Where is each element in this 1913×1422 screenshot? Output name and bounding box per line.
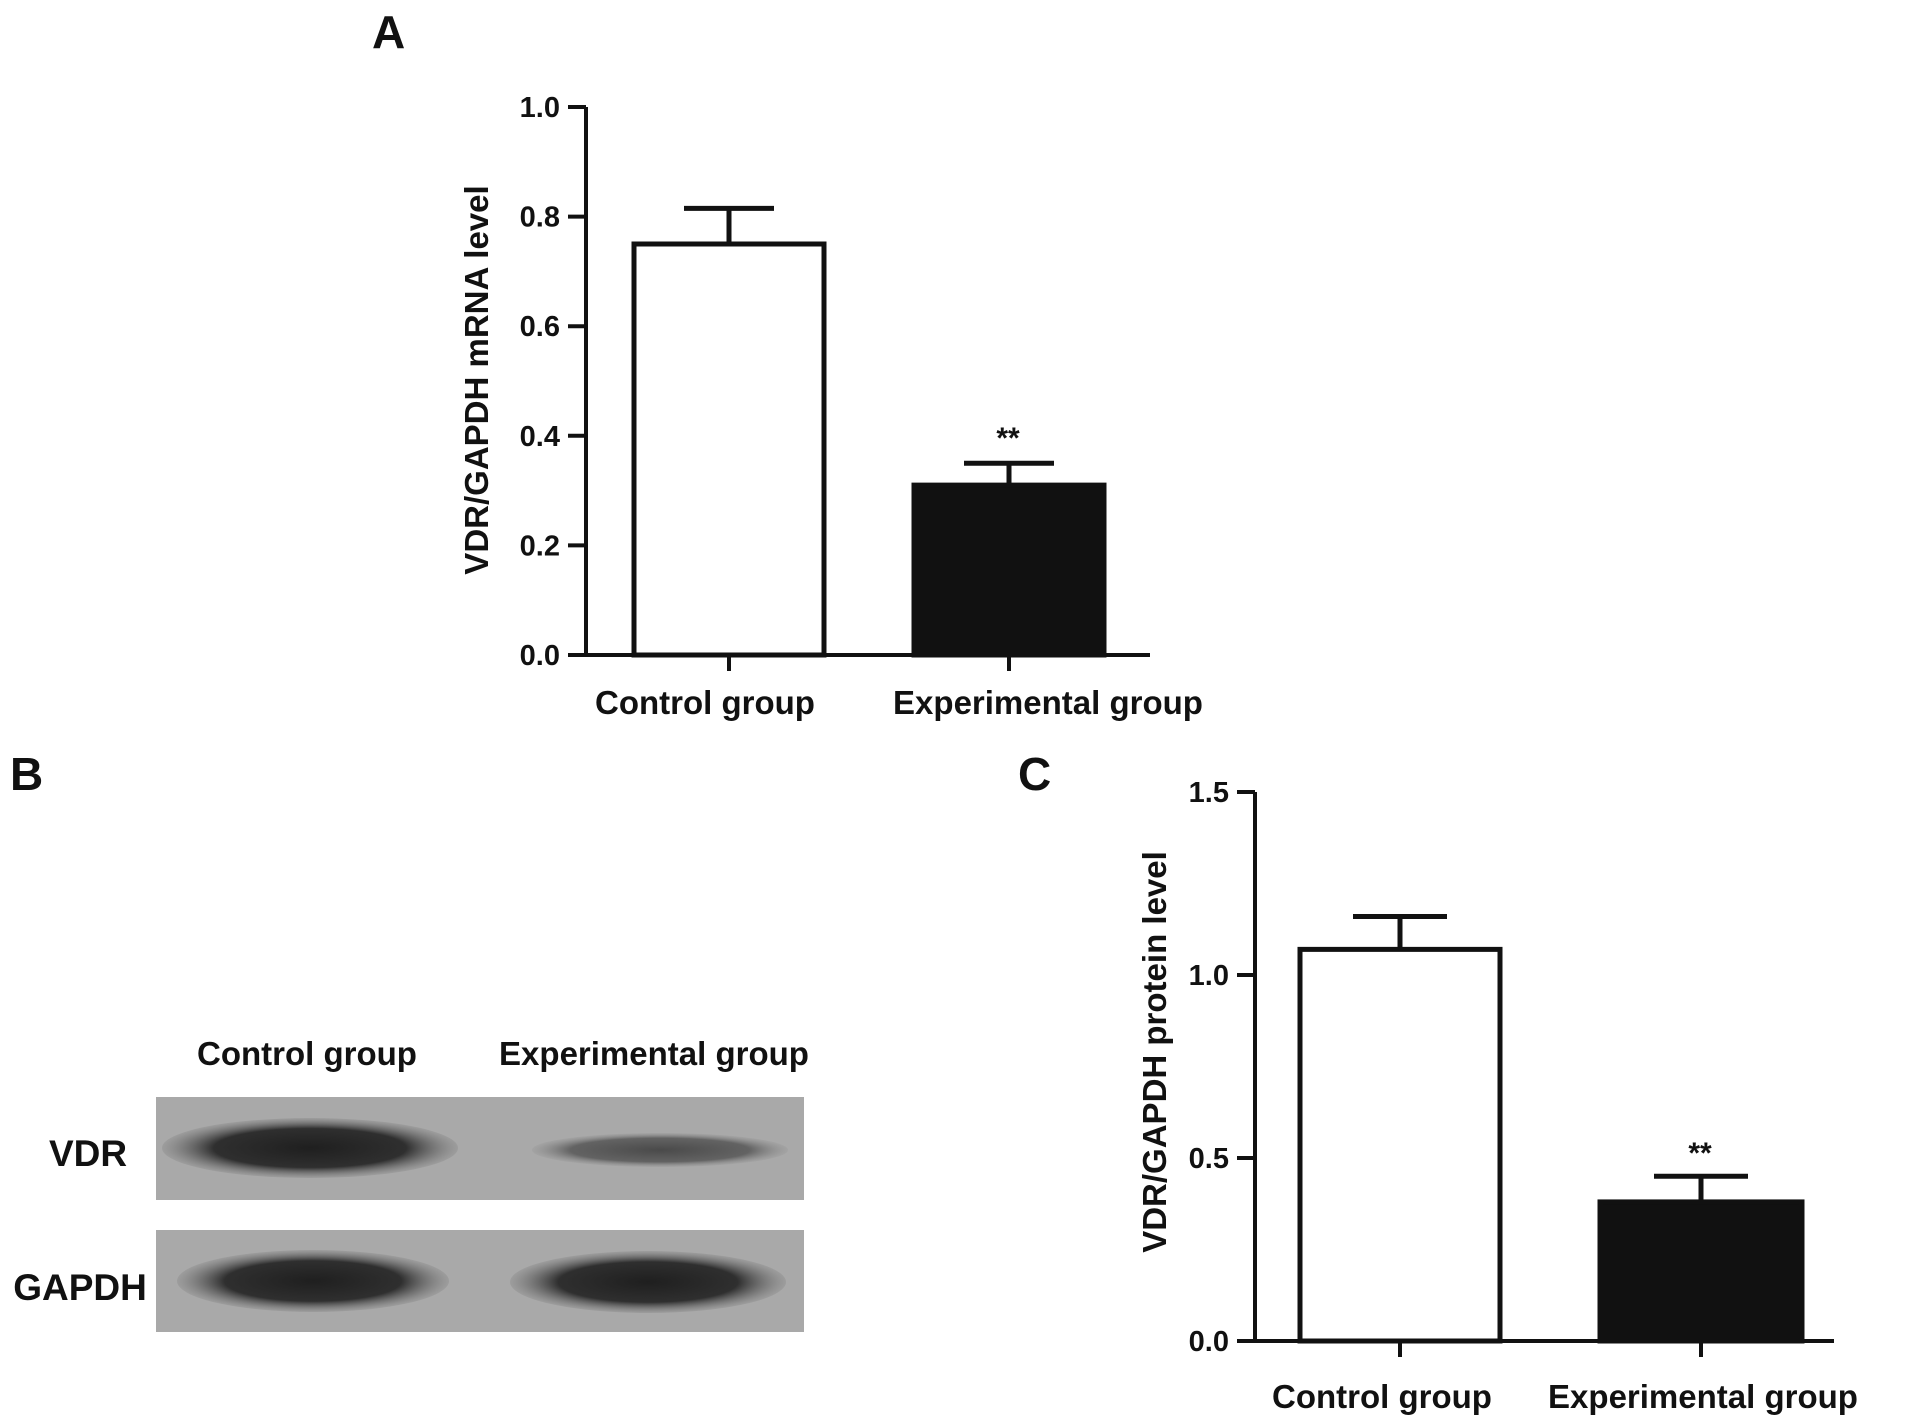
chart-a-y-tick-label: 0.6 bbox=[520, 311, 560, 343]
blot-lane-label-control: Control group bbox=[197, 1035, 417, 1072]
chart-c-marks: 0.0 0.5 1.0 1.5 bbox=[1189, 777, 1834, 1358]
chart-a-y-tick-label: 0.8 bbox=[520, 202, 560, 234]
chart-c-y-tick-label: 0.5 bbox=[1189, 1143, 1229, 1175]
chart-a-bar-experimental bbox=[911, 482, 1107, 658]
chart-a-category-label-control: Control group bbox=[595, 684, 815, 721]
blot-row-label-vdr: VDR bbox=[49, 1133, 127, 1174]
blot-row-label-gapdh: GAPDH bbox=[13, 1267, 147, 1308]
chart-c: 0.0 0.5 1.0 1.5 VDR/GAPDH protein level Con… bbox=[1136, 777, 1858, 1415]
chart-a-significance-label: ** bbox=[996, 422, 1020, 455]
chart-c-y-axis-label: VDR/GAPDH protein level bbox=[1136, 851, 1173, 1253]
chart-a-y-tick-label: 0.4 bbox=[520, 421, 560, 453]
chart-a-bar-control bbox=[631, 241, 827, 658]
western-blot: Control group Experimental group VDR GAP… bbox=[13, 1035, 809, 1332]
chart-a: 0.00.20.40.60.81.0 VDR/GAPDH mRNA level … bbox=[458, 92, 1203, 721]
chart-a-y-tick-label: 0.2 bbox=[520, 530, 560, 562]
blot-band-vdr-experimental bbox=[532, 1133, 788, 1167]
chart-c-y-tick-label: 1.0 bbox=[1189, 960, 1229, 992]
chart-c-category-label-experimental: Experimental group bbox=[1548, 1378, 1858, 1415]
chart-c-y-tick-label: 0.0 bbox=[1189, 1326, 1229, 1358]
chart-c-bar-experimental bbox=[1597, 1199, 1805, 1344]
blot-band-gapdh-control bbox=[177, 1250, 449, 1312]
chart-a-marks: 0.0 0.2 0.4 0.6 0.8 1.0 bbox=[520, 92, 1150, 672]
chart-a-y-tick-label: 1.0 bbox=[520, 92, 560, 124]
blot-lane-label-experimental: Experimental group bbox=[499, 1035, 809, 1072]
chart-c-category-label-control: Control group bbox=[1272, 1378, 1492, 1415]
chart-a-category-label-experimental: Experimental group bbox=[893, 684, 1203, 721]
panel-label-b: B bbox=[10, 748, 43, 800]
chart-c-bar-control bbox=[1297, 946, 1503, 1344]
panel-label-c: C bbox=[1018, 748, 1051, 800]
blot-band-vdr-control bbox=[162, 1118, 458, 1178]
chart-c-significance-label: ** bbox=[1688, 1137, 1712, 1170]
panel-label-a: A bbox=[372, 6, 405, 58]
chart-c-y-tick-label: 1.5 bbox=[1189, 777, 1229, 809]
chart-a-y-tick-label: 0.0 bbox=[520, 640, 560, 672]
chart-a-y-axis-label: VDR/GAPDH mRNA level bbox=[458, 185, 495, 574]
blot-band-gapdh-experimental bbox=[510, 1251, 786, 1313]
